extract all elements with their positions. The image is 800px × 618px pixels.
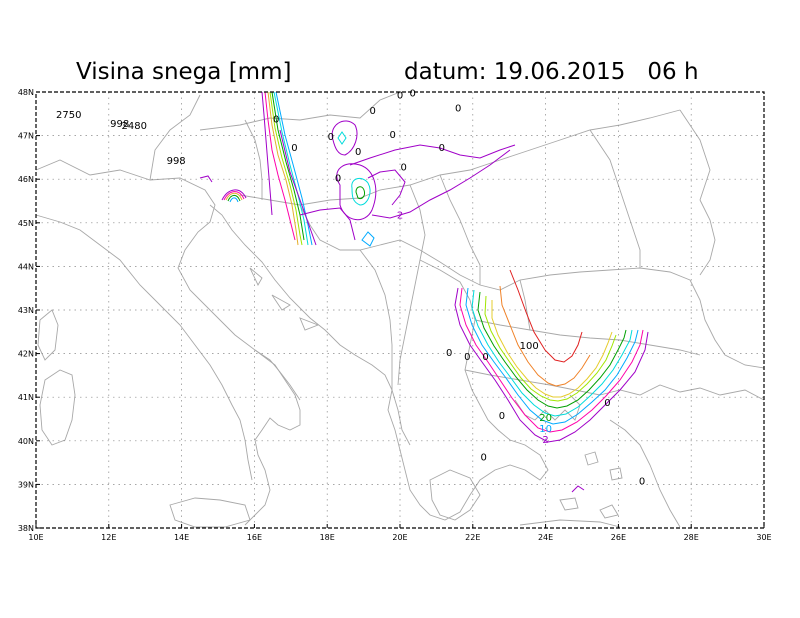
- y-tick-label: 39N: [18, 480, 34, 489]
- x-tick-label: 16E: [247, 533, 262, 542]
- contour-value-label: 2: [397, 210, 403, 221]
- y-tick-label: 43N: [18, 306, 34, 315]
- station-value-label: 2480: [122, 121, 147, 132]
- x-tick-label: 30E: [756, 533, 771, 542]
- station-value-label: 998: [167, 156, 186, 167]
- x-tick-label: 24E: [538, 533, 553, 542]
- contour-north-3: [267, 91, 299, 246]
- contour-loop-3: [355, 186, 365, 199]
- contour-value-label: 2: [542, 435, 548, 446]
- contour-value-label: 100: [520, 341, 539, 352]
- station-value-label: 0: [335, 173, 341, 184]
- contour-alps-5: [229, 197, 239, 203]
- x-tick-label: 14E: [174, 533, 189, 542]
- station-value-label: 0: [639, 476, 645, 487]
- contour-north-9: [299, 207, 356, 241]
- x-tick-label: 28E: [684, 533, 699, 542]
- y-tick-label: 48N: [18, 88, 34, 97]
- station-value-label: 0: [400, 162, 406, 173]
- graticule: [36, 92, 764, 528]
- contour-alps-3: [225, 192, 243, 201]
- station-value-label: 0: [455, 104, 461, 115]
- station-value-label: 0: [390, 130, 396, 141]
- contour-south-orange: [499, 285, 591, 387]
- contour-loop-4: [337, 131, 347, 145]
- x-tick-label: 26E: [611, 533, 626, 542]
- contour-wave-3: [367, 169, 406, 206]
- station-value-label: 0: [464, 352, 470, 363]
- station-value-label: 0: [499, 411, 505, 422]
- x-tick-label: 22E: [465, 533, 480, 542]
- contour-alps-2: [223, 191, 245, 201]
- y-tick-label: 38N: [18, 524, 34, 533]
- contour-north-1: [261, 91, 273, 216]
- y-tick-label: 41N: [18, 393, 34, 402]
- y-axis-ticks: 48N 47N 46N 45N 44N 43N 42N 41N 40N 39N 38N: [18, 88, 40, 533]
- contour-south-magenta: [459, 287, 644, 433]
- station-value-label: 0: [355, 147, 361, 158]
- coastlines-borders: [35, 91, 765, 528]
- contour-south-blue: [465, 287, 639, 425]
- contour-loop-6: [361, 231, 375, 247]
- contour-south-green: [477, 291, 627, 409]
- contour-value-label: 20: [539, 413, 552, 424]
- contour-alps-1: [221, 189, 247, 201]
- y-tick-label: 46N: [18, 175, 34, 184]
- x-axis-ticks: 10E 12E 14E 16E 18E 20E 22E 24E 26E 28E 30E: [28, 524, 772, 542]
- contour-north-2: [264, 91, 296, 241]
- contour-north-7: [275, 91, 313, 246]
- station-value-label: 0: [370, 106, 376, 117]
- y-tick-label: 40N: [18, 437, 34, 446]
- contour-loop-1: [336, 163, 377, 220]
- contour-south-yellow: [491, 300, 613, 398]
- station-value-label: 0: [481, 452, 487, 463]
- y-tick-label: 45N: [18, 219, 34, 228]
- contour-south-red: [509, 269, 583, 363]
- contour-south-lime: [484, 295, 617, 402]
- contour-small-2: [571, 485, 585, 493]
- contour-small-1: [199, 175, 213, 183]
- station-value-label: 0: [604, 398, 610, 409]
- station-value-label: 2750: [56, 110, 81, 121]
- station-value-label: 0: [410, 88, 416, 99]
- station-value-label: 0: [446, 348, 452, 359]
- snow-contours: [199, 91, 649, 493]
- contour-loop-5: [331, 120, 358, 156]
- x-tick-label: 20E: [392, 533, 407, 542]
- map-title-left: Visina snega [mm]: [76, 59, 291, 85]
- contour-north-8: [279, 129, 317, 246]
- contour-wave-2: [349, 144, 516, 166]
- contour-value-label: 10: [539, 424, 552, 435]
- y-tick-label: 42N: [18, 350, 34, 359]
- station-value-label: 0: [439, 143, 445, 154]
- x-tick-label: 10E: [28, 533, 43, 542]
- station-value-label: 0: [328, 132, 334, 143]
- contour-south-purple: [454, 287, 649, 443]
- contour-loop-2: [351, 177, 371, 206]
- station-value-label: 0: [482, 352, 488, 363]
- contour-north-6: [273, 91, 309, 246]
- station-value-label: 998: [110, 119, 129, 130]
- contour-north-5: [271, 91, 305, 241]
- map-title-right: datum: 19.06.2015 06 h: [404, 59, 699, 85]
- y-tick-label: 44N: [18, 262, 34, 271]
- station-value-label: 0: [397, 91, 403, 102]
- x-tick-label: 18E: [320, 533, 335, 542]
- y-tick-label: 47N: [18, 132, 34, 141]
- x-tick-label: 12E: [101, 533, 116, 542]
- contour-alps-4: [227, 194, 241, 202]
- station-value-label: 0: [291, 143, 297, 154]
- contour-wave-1: [371, 149, 511, 219]
- contour-south-cyan: [471, 289, 633, 417]
- contour-north-4: [269, 91, 303, 246]
- station-value-label: 0: [273, 115, 279, 126]
